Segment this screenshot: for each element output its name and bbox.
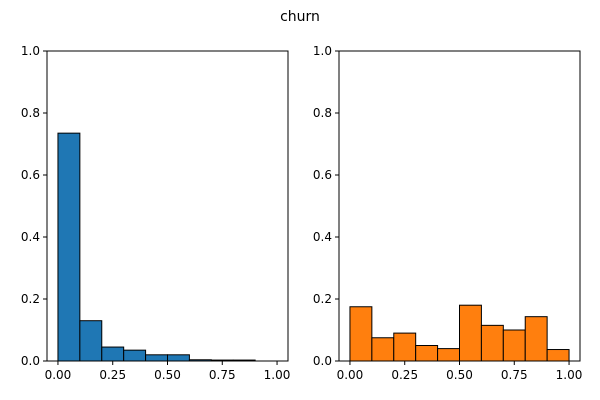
right-ytick-label: 0.0: [313, 354, 332, 368]
left-bar-2: [101, 346, 125, 362]
right-bar-0: [349, 306, 373, 362]
right-bar-3: [415, 345, 439, 362]
left-xtick-label: 1.00: [264, 368, 291, 382]
right-bar-9: [546, 349, 570, 362]
right-ytick-label: 0.6: [313, 168, 332, 182]
right-ytick-label: 0.4: [313, 230, 332, 244]
left-xtick-label: 0.25: [99, 368, 126, 382]
left-ytick-label: 0.2: [21, 292, 40, 306]
right-ytick-label: 1.0: [313, 44, 332, 58]
histogram-left: 0.0 0.2 0.4 0.6 0.8 1.0 0.00 0.25 0.50 0.75 1.00: [21, 44, 290, 382]
right-xtick-label: 0.25: [391, 368, 418, 382]
left-ytick-label: 0.4: [21, 230, 40, 244]
right-bar-4: [437, 348, 461, 362]
right-bar-8: [524, 316, 548, 362]
right-bar-5: [459, 304, 482, 362]
left-axes-frame: [46, 50, 289, 362]
left-xtick-label: 0.75: [209, 368, 236, 382]
right-xtick-label: 0.50: [446, 368, 473, 382]
left-bar-1: [79, 320, 103, 362]
left-ytick-label: 0.0: [21, 354, 40, 368]
left-bar-5: [167, 354, 190, 362]
right-bar-1: [371, 337, 395, 362]
left-xtick-label: 0.50: [154, 368, 181, 382]
right-bar-6: [480, 324, 504, 362]
figure-title: churn: [280, 9, 320, 25]
right-xtick-label: 0.75: [501, 368, 528, 382]
left-ytick-label: 0.8: [21, 106, 40, 120]
right-xtick-label: 0.00: [337, 368, 364, 382]
right-xtick-label: 1.00: [556, 368, 583, 382]
right-bar-7: [502, 329, 526, 362]
left-xtick-label: 0.00: [45, 368, 72, 382]
left-bar-3: [123, 349, 147, 362]
right-bar-2: [393, 332, 417, 362]
left-bar-4: [145, 354, 169, 362]
histogram-right: 0.0 0.2 0.4 0.6 0.8 1.0 0.00 0.25 0.50 0.75 1.00: [313, 44, 582, 382]
left-ytick-label: 0.6: [21, 168, 40, 182]
right-ytick-label: 0.2: [313, 292, 332, 306]
right-ytick-label: 0.8: [313, 106, 332, 120]
left-ytick-label: 1.0: [21, 44, 40, 58]
left-bar-0: [57, 132, 81, 362]
